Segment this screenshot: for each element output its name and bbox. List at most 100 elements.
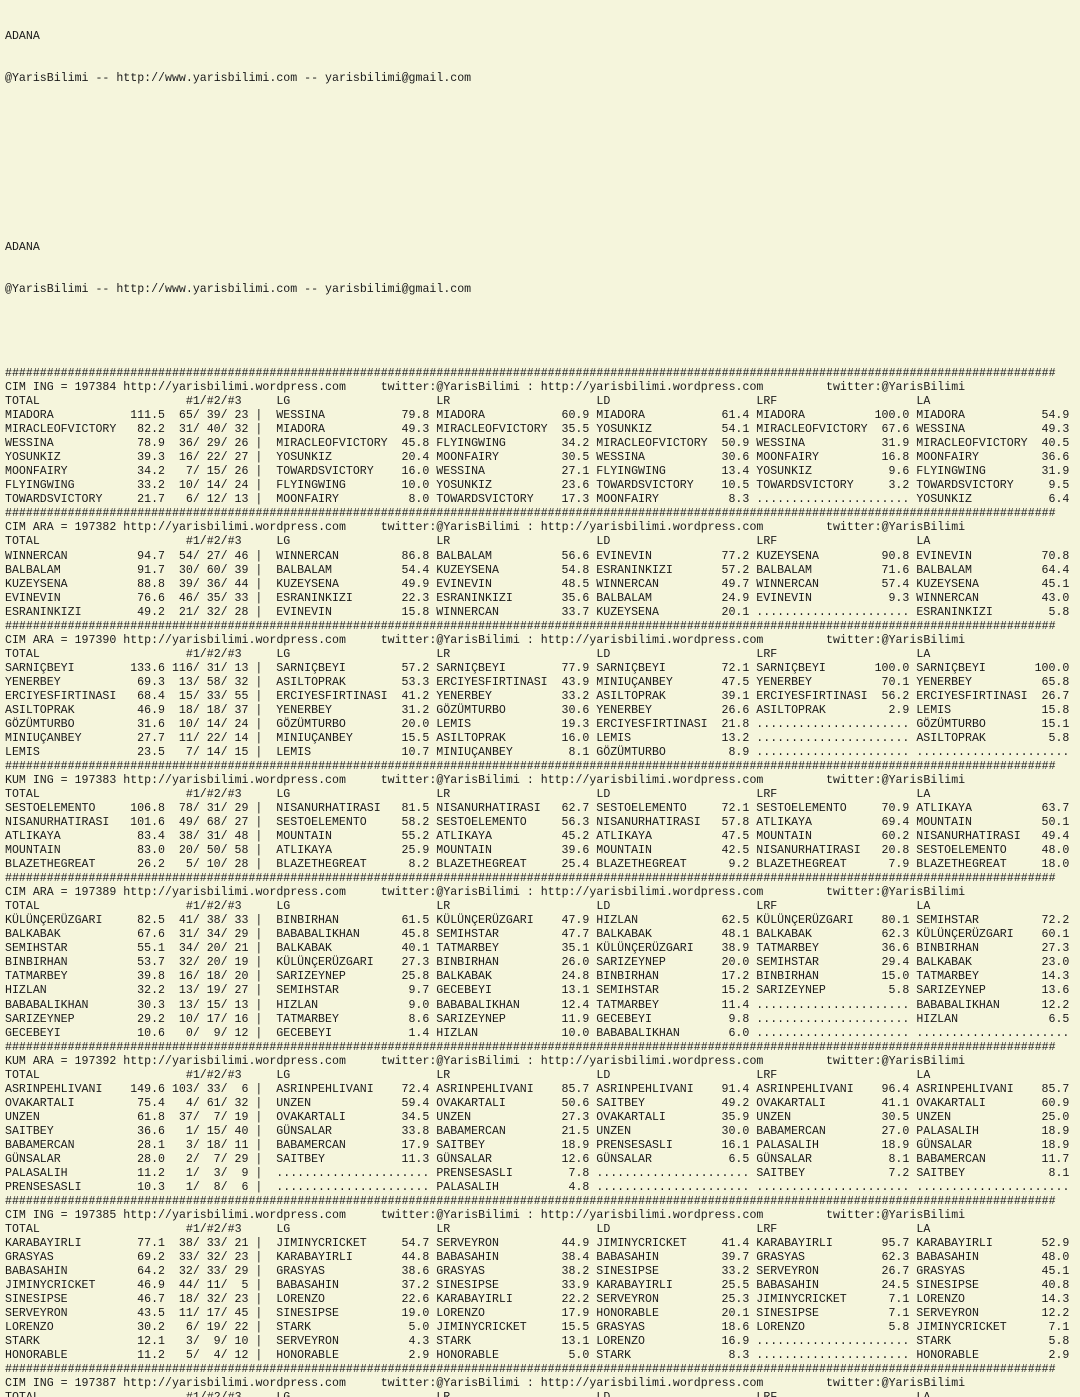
- lr-horse-cell: HIZLAN: [436, 1026, 479, 1040]
- la-horse-cell: SARNIÇBEYI: [916, 661, 986, 675]
- total-value-cell: 34.2: [137, 465, 165, 479]
- column-header-123: #1/#2/#3: [185, 900, 242, 914]
- total-value-cell: 68.4: [137, 689, 165, 703]
- third-place-count: 13: [234, 661, 249, 675]
- lrf-horse-cell: SESTOELEMENTO: [756, 802, 847, 816]
- first-place-count: 3: [185, 1335, 193, 1349]
- column-divider-bar: |: [255, 479, 263, 493]
- horse-name-cell: ESRANINKIZI: [5, 605, 82, 619]
- la-horse-cell: BALBALAM: [916, 563, 972, 577]
- lr-value-cell: 30.5: [561, 451, 590, 465]
- lrf-horse-cell: ASILTOPRAK: [756, 703, 826, 717]
- lr-horse-cell: BALKABAK: [436, 970, 492, 984]
- lg-value-cell: 8.6: [408, 1012, 430, 1026]
- table-row: MIRACLEOFVICTORY 82.2 31/40/32 | MIADORA 49.3…: [5, 423, 1080, 437]
- second-place-count: 33: [206, 689, 221, 703]
- section-header-line: CIM ARA = 197382 http://yarisbilimi.wordp…: [5, 521, 1080, 535]
- lr-horse-cell: HONORABLE: [436, 1349, 499, 1363]
- first-place-count: 116: [171, 661, 193, 675]
- horse-name-cell: SAITBEY: [5, 1124, 54, 1138]
- column-header-lg: LG: [276, 535, 291, 549]
- column-divider-bar: |: [255, 1096, 263, 1110]
- slash: /: [220, 928, 228, 942]
- lr-horse-cell: SESTOELEMENTO: [436, 816, 527, 830]
- slash: /: [220, 437, 228, 451]
- lg-horse-cell: GRASYAS: [276, 1265, 325, 1279]
- first-place-count: 4: [185, 1096, 193, 1110]
- lr-horse-cell: ATLIKAYA: [436, 830, 492, 844]
- third-place-count: 29: [234, 802, 249, 816]
- ld-horse-cell: BALBALAM: [596, 591, 652, 605]
- la-value-cell: 49.3: [1041, 423, 1070, 437]
- table-row: GÜNSALAR 28.0 2/7/29 | SAITBEY 11.3 GÜNSALAR 12…: [5, 1153, 1080, 1167]
- third-place-count: 12: [234, 1349, 249, 1363]
- second-place-count: 40: [206, 423, 221, 437]
- first-place-count: 5: [185, 858, 193, 872]
- column-header-lg: LG: [276, 788, 291, 802]
- slash: /: [192, 465, 200, 479]
- lr-horse-cell: GÖZÜMTURBO: [436, 703, 506, 717]
- lr-horse-cell: LEMIS: [436, 717, 472, 731]
- ld-horse-cell: GRASYAS: [596, 1321, 645, 1335]
- total-value-cell: 36.6: [137, 1124, 165, 1138]
- column-header-lr: LR: [436, 1223, 451, 1236]
- lg-value-cell: 86.8: [401, 549, 430, 563]
- total-value-cell: 21.7: [137, 493, 165, 507]
- column-header-total: TOTAL: [5, 1068, 40, 1082]
- lr-value-cell: 44.9: [561, 1237, 590, 1251]
- lg-value-cell: 19.0: [401, 1307, 430, 1321]
- slash: /: [192, 1166, 200, 1180]
- column-divider-bar: |: [255, 1026, 263, 1040]
- lg-value-cell: 61.5: [401, 914, 430, 928]
- second-place-count: 32: [206, 605, 221, 619]
- ld-horse-cell: SAITBEY: [596, 1096, 645, 1110]
- la-value-cell: 15.1: [1041, 717, 1070, 731]
- lg-horse-cell: UNZEN: [276, 1096, 312, 1110]
- third-place-count: 14: [234, 731, 249, 745]
- column-header-lr: LR: [436, 1391, 596, 1397]
- column-divider-bar: |: [255, 591, 263, 605]
- lg-value-cell: 22.3: [401, 591, 430, 605]
- column-divider-bar: |: [255, 1349, 263, 1363]
- column-header-lr: LR: [436, 647, 451, 661]
- horse-name-cell: KÜLÜNÇERÜZGARI: [5, 914, 103, 928]
- lr-value-cell: 85.7: [561, 1082, 590, 1096]
- lr-value-cell: 38.2: [561, 1265, 590, 1279]
- lrf-value-cell: 3.2: [888, 479, 910, 493]
- slash: /: [192, 802, 200, 816]
- slash: /: [220, 1166, 228, 1180]
- lg-horse-cell: YENERBEY: [276, 703, 332, 717]
- slash: /: [220, 493, 228, 507]
- column-header-lr: LR: [436, 395, 451, 409]
- lg-value-cell: 5.0: [408, 1321, 430, 1335]
- column-divider-bar: |: [255, 605, 263, 619]
- slash: /: [192, 703, 200, 717]
- ld-horse-cell: WINNERCAN: [596, 577, 659, 591]
- lrf-value-cell: 7.1: [888, 1307, 910, 1321]
- total-value-cell: 26.2: [137, 858, 165, 872]
- first-place-count: 5: [185, 1349, 193, 1363]
- third-place-count: 27: [234, 816, 249, 830]
- second-place-count: 15: [206, 1124, 221, 1138]
- slash: /: [220, 914, 228, 928]
- third-place-count: 39: [234, 563, 249, 577]
- third-place-count: 26: [234, 437, 249, 451]
- lr-value-cell: 13.1: [561, 984, 590, 998]
- la-value-cell: 85.7: [1041, 1082, 1070, 1096]
- lr-value-cell: 19.3: [561, 717, 590, 731]
- lrf-value-cell: 2.9: [888, 703, 910, 717]
- la-horse-cell: MOONFAIRY: [916, 451, 979, 465]
- lr-horse-cell: GÜNSALAR: [436, 1152, 492, 1166]
- la-value-cell: 5.8: [1048, 1335, 1070, 1349]
- separator-colon: :: [526, 886, 534, 900]
- slash: /: [192, 493, 200, 507]
- total-value-cell: 30.2: [137, 1321, 165, 1335]
- slash: /: [220, 998, 228, 1012]
- ld-horse-cell: LORENZO: [596, 1335, 645, 1349]
- lrf-horse-cell: TATMARBEY: [756, 942, 819, 956]
- lrf-value-cell: 20.8: [881, 844, 910, 858]
- first-place-count: 11: [178, 1307, 193, 1321]
- section-separator-line: ########################################…: [5, 1040, 1056, 1054]
